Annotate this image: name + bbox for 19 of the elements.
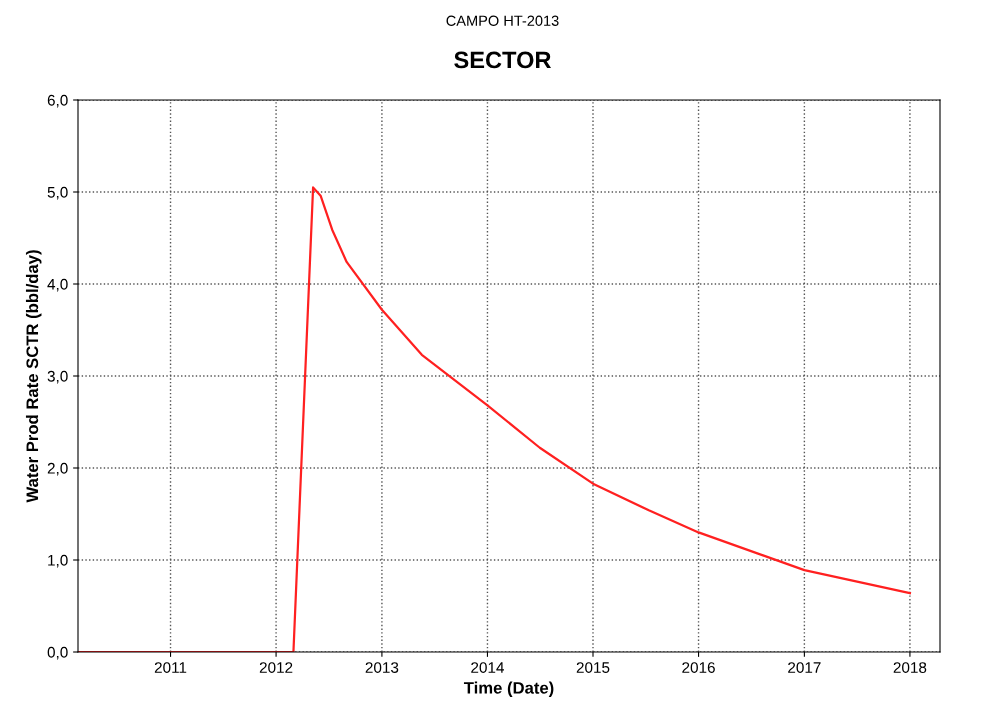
- x-tick-label: 2012: [259, 662, 293, 673]
- x-tick-label: 2017: [788, 662, 821, 673]
- x-tick-label: 2013: [365, 662, 399, 673]
- x-tick-label: 2014: [471, 662, 505, 673]
- y-tick-label: 3,0: [47, 370, 68, 384]
- x-tick-label: 2011: [154, 662, 187, 673]
- y-tick-label: 4,0: [47, 278, 68, 292]
- chart-title: CAMPO HT-2013: [446, 15, 559, 26]
- y-tick-label: 1,0: [48, 554, 68, 568]
- chart-subtitle: SECTOR: [454, 51, 551, 69]
- y-tick-label: 2,0: [47, 462, 68, 476]
- x-tick-label: 2018: [893, 662, 927, 673]
- y-tick-label: 0,0: [47, 646, 68, 660]
- y-tick-label: 6,0: [47, 94, 68, 108]
- x-tick-label: 2015: [576, 662, 610, 673]
- x-tick-label: 2016: [682, 662, 715, 673]
- x-axis-title: Time (Date): [463, 681, 554, 698]
- y-axis-title: Water Prod Rate SCTR (bbl/day): [25, 250, 42, 503]
- y-tick-label: 5,0: [47, 186, 68, 200]
